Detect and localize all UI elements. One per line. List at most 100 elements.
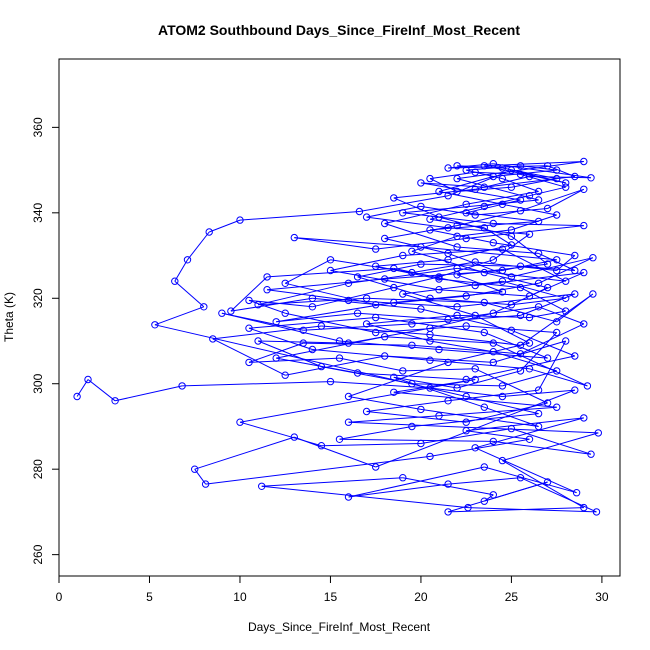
data-point xyxy=(381,219,389,228)
series-line-segment xyxy=(87,379,116,402)
data-point xyxy=(353,273,362,281)
series-line-segment xyxy=(212,325,322,340)
data-point xyxy=(525,435,534,443)
data-point xyxy=(381,333,389,341)
series-line-segment xyxy=(511,428,592,455)
data-point xyxy=(489,160,497,168)
data-point xyxy=(534,217,543,226)
series-line-segment xyxy=(520,293,575,316)
x-tick-label: 25 xyxy=(505,590,519,604)
data-point xyxy=(390,283,398,292)
data-point xyxy=(498,456,507,465)
data-point xyxy=(507,166,516,174)
data-point xyxy=(444,358,452,367)
series-line-segment xyxy=(520,188,584,212)
data-point xyxy=(308,303,317,311)
series-line-segment xyxy=(248,342,304,363)
series-line-segment xyxy=(429,359,530,370)
data-point xyxy=(489,358,497,367)
data-point xyxy=(453,162,461,170)
data-point xyxy=(553,256,561,264)
series-line-segment xyxy=(276,302,394,323)
data-point xyxy=(534,196,543,204)
series-line-segment xyxy=(174,259,188,282)
series-line-segment xyxy=(384,238,449,254)
data-point xyxy=(462,375,470,384)
data-point xyxy=(372,313,380,322)
series-line-segment xyxy=(502,203,557,216)
data-point xyxy=(534,303,543,311)
x-tick-label: 30 xyxy=(595,590,609,604)
data-point xyxy=(471,311,479,320)
series-line-segment xyxy=(456,210,521,227)
data-point xyxy=(543,478,552,486)
data-point xyxy=(516,341,525,349)
data-point xyxy=(245,324,253,332)
data-point xyxy=(580,221,588,230)
data-point xyxy=(489,309,497,317)
data-point xyxy=(553,328,561,337)
series-line-segment xyxy=(258,340,349,344)
data-point xyxy=(516,367,525,375)
data-point xyxy=(426,337,434,345)
data-point xyxy=(462,418,470,426)
series-line-segment xyxy=(285,282,376,306)
series-line-segment xyxy=(529,176,592,179)
series-line-segment xyxy=(375,325,467,333)
data-point xyxy=(299,326,307,334)
data-point xyxy=(435,213,443,221)
series-line-segment xyxy=(520,287,566,312)
data-point xyxy=(525,230,534,238)
data-point xyxy=(209,335,217,343)
data-point xyxy=(516,207,525,215)
data-point xyxy=(84,375,92,384)
data-point xyxy=(399,290,407,298)
data-point xyxy=(317,362,326,371)
data-point xyxy=(178,382,186,390)
data-point xyxy=(263,273,271,281)
series-line-segment xyxy=(339,438,494,442)
series-line-segment xyxy=(484,272,548,289)
data-point xyxy=(281,309,289,317)
series-line-segment xyxy=(493,163,592,179)
series-line-segment xyxy=(493,242,575,256)
data-point xyxy=(462,427,470,435)
series-line-segment xyxy=(448,477,521,485)
series-line-segment xyxy=(321,366,412,385)
series-line-segment xyxy=(466,396,539,415)
data-point xyxy=(462,392,470,401)
series-line-segment xyxy=(393,391,557,408)
series-line-segment xyxy=(230,276,268,312)
data-point xyxy=(344,392,353,401)
series-line-segment xyxy=(466,402,548,423)
series-line-segment xyxy=(276,312,358,323)
data-point xyxy=(525,292,534,300)
series-line-segment xyxy=(248,299,286,314)
series-line-segment xyxy=(502,460,585,509)
data-point xyxy=(355,207,364,216)
series-line-segment xyxy=(348,327,431,344)
series-line-segment xyxy=(520,477,597,513)
series-line-segment xyxy=(366,411,467,423)
data-point xyxy=(417,243,425,251)
data-point xyxy=(444,315,452,324)
series-line-segment xyxy=(466,225,584,239)
series-line-segment xyxy=(393,276,440,289)
data-point xyxy=(151,321,159,329)
data-point xyxy=(453,232,461,241)
data-point xyxy=(408,341,416,349)
data-point xyxy=(426,294,434,302)
series-line-segment xyxy=(411,261,476,274)
series-line-segment xyxy=(357,312,449,321)
data-point xyxy=(444,224,452,232)
series-line-segment xyxy=(467,507,597,513)
data-point xyxy=(507,326,516,334)
series-line-segment xyxy=(366,205,421,218)
data-point xyxy=(372,262,380,270)
series-line-segment xyxy=(429,334,521,346)
data-point xyxy=(281,371,289,379)
data-point xyxy=(534,249,543,258)
series-line-segment xyxy=(538,257,594,284)
data-point xyxy=(562,337,570,345)
data-point xyxy=(258,482,266,490)
